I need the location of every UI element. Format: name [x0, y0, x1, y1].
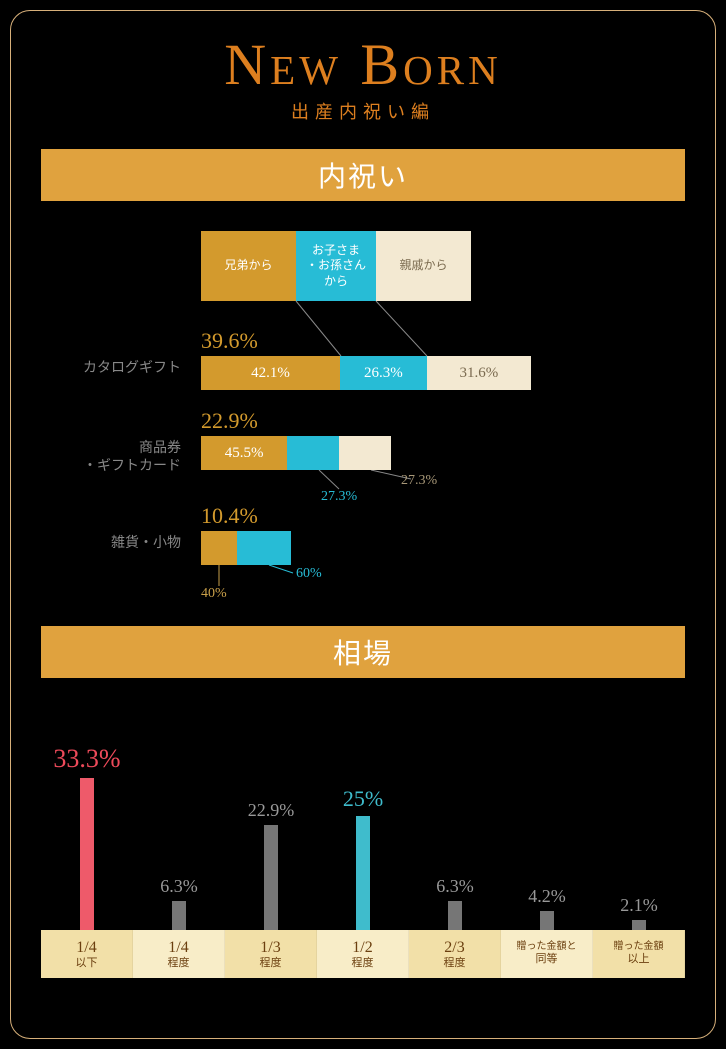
bar-value: 6.3% — [160, 876, 198, 897]
row-label: 雑貨・小物 — [41, 535, 181, 553]
bar-segment: 42.1% — [201, 356, 340, 390]
stacked-bar: 42.1%26.3%31.6% — [201, 356, 531, 390]
bar-rect — [356, 816, 370, 930]
bar-value: 6.3% — [436, 876, 474, 897]
legend-item: 兄弟から — [201, 231, 296, 301]
bar-column: 6.3% — [409, 876, 501, 930]
bar-segment: 45.5% — [201, 436, 287, 470]
callout-label: 27.3% — [401, 473, 437, 489]
axis-row: 1/4以下1/4程度1/3程度1/2程度2/3程度贈った金額と同等贈った金額以上 — [41, 930, 685, 978]
bar-rect — [632, 920, 646, 930]
row-total: 39.6% — [201, 328, 258, 354]
row-label: カタログギフト — [41, 360, 181, 378]
bar-value: 2.1% — [620, 895, 658, 916]
bar-column: 25% — [317, 786, 409, 930]
legend-item: 親戚から — [376, 231, 471, 301]
axis-label: 1/4以下 — [41, 930, 133, 978]
bar-value: 22.9% — [248, 800, 295, 821]
bar-rect — [80, 778, 94, 930]
bar-rect — [264, 825, 278, 930]
axis-label: 1/4程度 — [133, 930, 225, 978]
axis-label: 贈った金額以上 — [593, 930, 685, 978]
legend-item: お子さま・お孫さんから — [296, 231, 376, 301]
bar-value: 33.3% — [53, 744, 120, 774]
stacked-bar-chart: 兄弟からお子さま・お孫さんから親戚からカタログギフト 39.6%42.1%26.3… — [41, 221, 685, 601]
bar-segment — [287, 436, 339, 470]
main-title: New Born — [41, 31, 685, 98]
bars-container: 33.3%6.3%22.9%25%6.3%4.2%2.1% — [41, 750, 685, 930]
bar-segment — [201, 531, 237, 565]
section2-heading: 相場 — [41, 626, 685, 678]
bar-segment: 31.6% — [427, 356, 531, 390]
row-total: 10.4% — [201, 503, 258, 529]
bar-rect — [448, 901, 462, 930]
bar-segment — [339, 436, 391, 470]
callout-label: 40% — [201, 586, 227, 602]
bar-segment — [237, 531, 291, 565]
bar-column: 2.1% — [593, 895, 685, 930]
bar-column: 22.9% — [225, 800, 317, 930]
callout-label: 27.3% — [321, 489, 357, 505]
row-total: 22.9% — [201, 408, 258, 434]
bar-column: 33.3% — [41, 744, 133, 930]
bar-column: 4.2% — [501, 886, 593, 930]
stacked-bar: 45.5% — [201, 436, 391, 470]
infographic-frame: New Born 出産内祝い編 内祝い 兄弟からお子さま・お孫さんから親戚からカ… — [10, 10, 716, 1039]
legend-row: 兄弟からお子さま・お孫さんから親戚から — [201, 231, 471, 301]
bar-column: 6.3% — [133, 876, 225, 930]
axis-label: 1/2程度 — [317, 930, 409, 978]
stacked-bar — [201, 531, 291, 565]
bar-rect — [172, 901, 186, 930]
bar-value: 4.2% — [528, 886, 566, 907]
bar-value: 25% — [343, 786, 383, 812]
row-label: 商品券・ギフトカード — [41, 440, 181, 476]
price-bar-chart: 33.3% 6.3% 22.9% 25% 6.3% 4.2% 2.1% 1/4以下1/4程度… — [41, 698, 685, 978]
axis-label: 贈った金額と同等 — [501, 930, 593, 978]
axis-label: 2/3程度 — [409, 930, 501, 978]
bar-rect — [540, 911, 554, 930]
bar-segment: 26.3% — [340, 356, 427, 390]
subtitle: 出産内祝い編 — [41, 98, 685, 124]
axis-label: 1/3程度 — [225, 930, 317, 978]
section1-heading: 内祝い — [41, 149, 685, 201]
callout-label: 60% — [296, 566, 322, 582]
